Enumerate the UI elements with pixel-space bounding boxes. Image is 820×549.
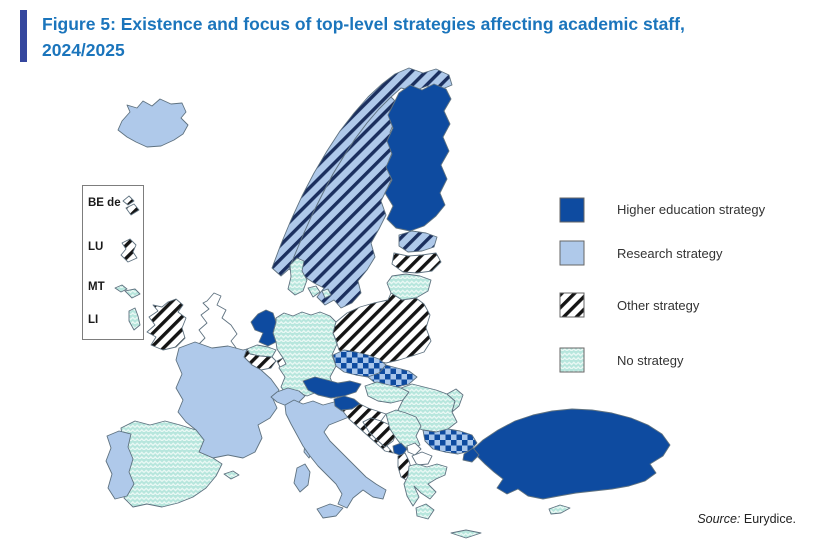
legend-swatch-other [559,292,585,318]
inset-label-be-de: BE de [88,197,121,209]
country-iceland [117,98,189,148]
country-spain-balearics [223,470,240,480]
country-moldova [446,388,464,413]
country-luxembourg [276,357,287,368]
country-latvia [391,252,442,274]
legend-swatch-higher-education [559,197,585,223]
small-countries-inset-box [82,185,144,340]
country-estonia [398,230,438,253]
figure-title: Figure 5: Existence and focus of top-lev… [42,11,804,63]
source-text: Eurydice. [743,512,796,526]
source-prefix: Source: [697,512,741,526]
inset-shape-mt [114,284,128,293]
country-cyprus [548,504,571,515]
country-france [175,341,280,459]
country-finland [384,83,452,232]
legend-swatch-research [559,240,585,266]
legend-label-research: Research strategy [617,246,723,261]
country-netherlands [250,309,277,347]
inset-label-li: LI [88,314,99,326]
country-italy-sicily [316,503,344,519]
legend-label-no-strategy: No strategy [617,353,684,368]
country-italy-sardinia [293,463,311,493]
inset-label-mt: MT [88,281,105,293]
country-greece [403,463,448,507]
country-ireland [146,298,187,351]
legend-label-higher-education: Higher education strategy [617,202,766,217]
country-bulgaria [422,428,478,455]
country-greece-peloponnese [415,503,435,520]
country-austria [302,376,362,399]
source-line: Source: Eurydice. [697,512,796,526]
country-denmark-island-2 [321,288,332,299]
figure-title-line2: 2024/2025 [42,40,125,60]
country-denmark [287,257,308,296]
country-portugal [105,430,135,500]
country-denmark-island [307,285,321,298]
title-accent-bar [20,10,27,62]
country-turkiye [469,408,671,500]
country-north-macedonia [411,451,433,466]
country-montenegro [392,442,408,457]
inset-shape-be-de-2 [125,203,140,216]
inset-shape-li [128,307,141,331]
legend-swatch-no-strategy [559,347,585,373]
country-kosovo [406,442,422,456]
inset-shape-mt-2 [124,288,141,299]
country-serbia [385,409,422,450]
country-greece-crete [450,529,482,539]
inset-label-lu: LU [88,241,104,253]
figure-title-line1: Figure 5: Existence and focus of top-lev… [42,14,685,34]
country-sweden [288,96,400,309]
country-lithuania [386,273,432,301]
legend-label-other: Other strategy [617,298,700,313]
inset-shape-lu [120,238,138,263]
inset-shape-be-de [122,195,135,206]
country-turkiye-thrace [462,447,480,463]
